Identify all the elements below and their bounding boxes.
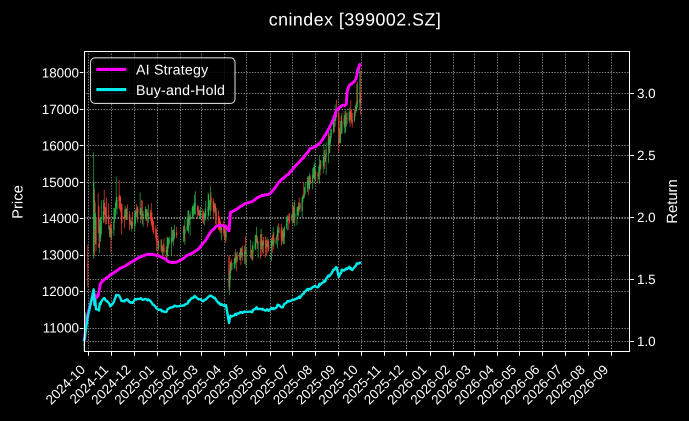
svg-text:cnindex [399002.SZ]: cnindex [399002.SZ] xyxy=(269,10,442,30)
svg-text:17000: 17000 xyxy=(42,102,79,117)
svg-text:16000: 16000 xyxy=(42,138,79,153)
svg-text:3.0: 3.0 xyxy=(637,86,656,101)
svg-text:14000: 14000 xyxy=(42,211,79,226)
svg-text:2.0: 2.0 xyxy=(637,210,656,225)
svg-text:Buy-and-Hold: Buy-and-Hold xyxy=(136,83,225,99)
svg-text:18000: 18000 xyxy=(42,65,79,80)
svg-text:AI Strategy: AI Strategy xyxy=(136,63,209,79)
svg-text:2.5: 2.5 xyxy=(637,148,656,163)
svg-text:1.0: 1.0 xyxy=(637,334,656,349)
svg-text:Price: Price xyxy=(10,185,26,219)
svg-text:1.5: 1.5 xyxy=(637,272,656,287)
svg-text:12000: 12000 xyxy=(42,284,79,299)
svg-text:15000: 15000 xyxy=(42,175,79,190)
svg-text:13000: 13000 xyxy=(42,248,79,263)
svg-text:11000: 11000 xyxy=(43,321,79,336)
svg-text:Return: Return xyxy=(665,179,681,223)
